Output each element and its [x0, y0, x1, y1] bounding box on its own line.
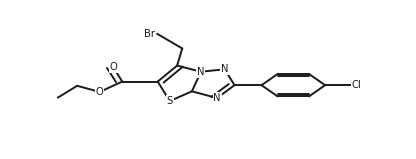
- Text: O: O: [96, 87, 104, 97]
- Text: Cl: Cl: [352, 80, 362, 90]
- Text: Br: Br: [144, 29, 156, 39]
- Text: N: N: [213, 93, 221, 103]
- Text: O: O: [109, 62, 117, 73]
- Text: S: S: [166, 96, 173, 106]
- Text: N: N: [221, 64, 228, 74]
- Text: N: N: [197, 67, 205, 77]
